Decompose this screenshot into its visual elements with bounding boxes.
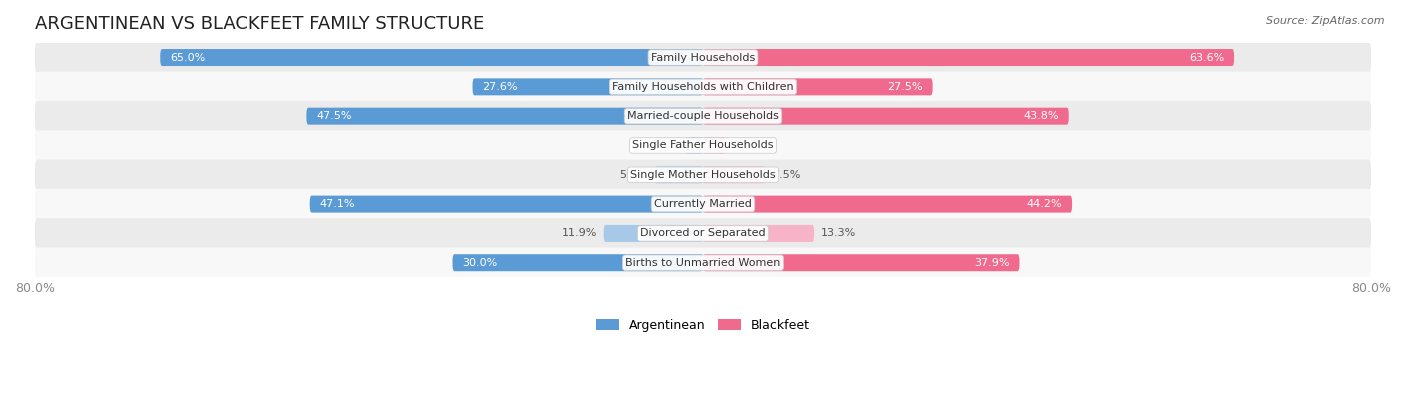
FancyBboxPatch shape xyxy=(472,78,703,95)
FancyBboxPatch shape xyxy=(703,78,932,95)
FancyBboxPatch shape xyxy=(160,49,703,66)
FancyBboxPatch shape xyxy=(686,137,703,154)
FancyBboxPatch shape xyxy=(309,196,703,213)
Text: Married-couple Households: Married-couple Households xyxy=(627,111,779,121)
FancyBboxPatch shape xyxy=(35,71,1371,102)
Legend: Argentinean, Blackfeet: Argentinean, Blackfeet xyxy=(592,314,814,337)
Text: 37.9%: 37.9% xyxy=(974,258,1010,268)
Text: 13.3%: 13.3% xyxy=(821,228,856,239)
Text: Family Households: Family Households xyxy=(651,53,755,62)
Text: 47.5%: 47.5% xyxy=(316,111,352,121)
FancyBboxPatch shape xyxy=(35,101,1371,132)
FancyBboxPatch shape xyxy=(703,49,1234,66)
FancyBboxPatch shape xyxy=(35,42,1371,73)
FancyBboxPatch shape xyxy=(703,196,1071,213)
Text: 2.1%: 2.1% xyxy=(651,141,679,150)
Text: 27.5%: 27.5% xyxy=(887,82,922,92)
Text: 27.6%: 27.6% xyxy=(482,82,517,92)
Text: Divorced or Separated: Divorced or Separated xyxy=(640,228,766,239)
Text: 30.0%: 30.0% xyxy=(463,258,498,268)
Text: 65.0%: 65.0% xyxy=(170,53,205,62)
FancyBboxPatch shape xyxy=(703,137,725,154)
Text: 47.1%: 47.1% xyxy=(319,199,356,209)
Text: 11.9%: 11.9% xyxy=(561,228,598,239)
FancyBboxPatch shape xyxy=(35,189,1371,219)
Text: 5.8%: 5.8% xyxy=(620,170,648,180)
FancyBboxPatch shape xyxy=(307,108,703,125)
FancyBboxPatch shape xyxy=(453,254,703,271)
Text: 7.5%: 7.5% xyxy=(772,170,800,180)
FancyBboxPatch shape xyxy=(703,254,1019,271)
FancyBboxPatch shape xyxy=(703,166,766,183)
Text: 63.6%: 63.6% xyxy=(1189,53,1225,62)
Text: Source: ZipAtlas.com: Source: ZipAtlas.com xyxy=(1267,16,1385,26)
Text: Births to Unmarried Women: Births to Unmarried Women xyxy=(626,258,780,268)
FancyBboxPatch shape xyxy=(35,160,1371,190)
Text: ARGENTINEAN VS BLACKFEET FAMILY STRUCTURE: ARGENTINEAN VS BLACKFEET FAMILY STRUCTUR… xyxy=(35,15,484,33)
Text: Single Father Households: Single Father Households xyxy=(633,141,773,150)
FancyBboxPatch shape xyxy=(655,166,703,183)
FancyBboxPatch shape xyxy=(703,108,1069,125)
FancyBboxPatch shape xyxy=(35,130,1371,161)
FancyBboxPatch shape xyxy=(35,248,1371,278)
Text: 44.2%: 44.2% xyxy=(1026,199,1062,209)
Text: Currently Married: Currently Married xyxy=(654,199,752,209)
FancyBboxPatch shape xyxy=(603,225,703,242)
FancyBboxPatch shape xyxy=(35,218,1371,249)
Text: 43.8%: 43.8% xyxy=(1024,111,1059,121)
Text: Family Households with Children: Family Households with Children xyxy=(612,82,794,92)
Text: Single Mother Households: Single Mother Households xyxy=(630,170,776,180)
Text: 2.7%: 2.7% xyxy=(733,141,761,150)
FancyBboxPatch shape xyxy=(703,225,814,242)
